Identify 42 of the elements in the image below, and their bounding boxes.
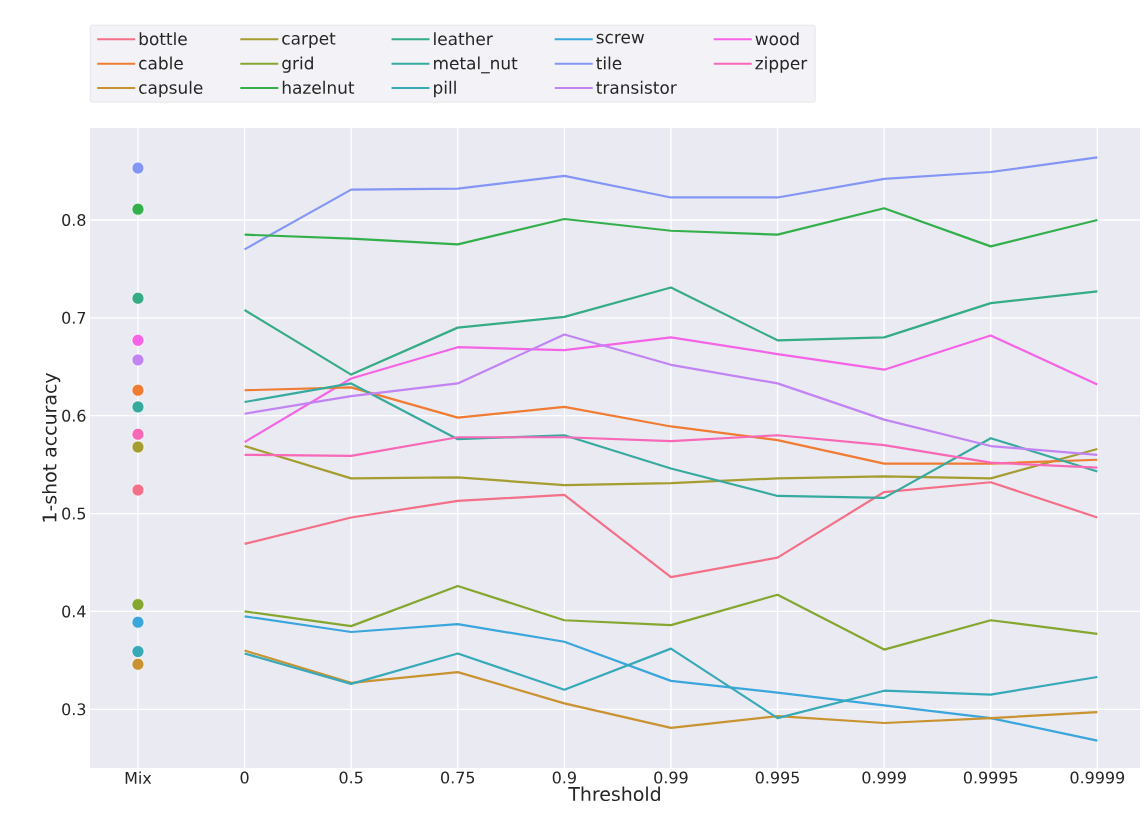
line-series — [243, 584, 1099, 651]
legend-label: pill — [434, 80, 456, 98]
x-tick-label: 0.9999 — [1070, 771, 1125, 784]
legend-label: hazelnut — [282, 80, 355, 94]
y-tick-label: 0.7 — [62, 311, 86, 324]
line-series — [243, 444, 1099, 487]
x-tick-label: 0.99 — [654, 771, 688, 784]
x-tick-label: Mix — [125, 771, 152, 784]
legend-label: zipper — [755, 56, 808, 73]
legend-label: cable — [139, 56, 183, 70]
line-series — [243, 434, 1099, 469]
legend-label: tile — [596, 56, 622, 70]
line-series — [243, 382, 1099, 499]
line-series — [243, 481, 1099, 579]
line-series — [243, 386, 1099, 465]
x-tick-label: 0 — [240, 771, 249, 784]
y-axis-title: 1-shot accuracy — [41, 372, 61, 522]
y-tick-label: 0.3 — [62, 703, 86, 716]
x-axis-title: Threshold — [568, 786, 660, 802]
x-tick-label: 0.999 — [862, 771, 906, 784]
line-series — [243, 207, 1099, 248]
line-series — [243, 615, 1099, 742]
y-tick-label: 0.5 — [62, 507, 86, 520]
legend-label: carpet — [282, 32, 336, 49]
x-tick-label: 0.75 — [441, 771, 475, 784]
line-series — [243, 286, 1099, 376]
y-tick-label: 0.6 — [62, 409, 86, 422]
line-series — [243, 156, 1099, 251]
legend-label: wood — [755, 32, 799, 46]
x-tick-label: 0.995 — [755, 771, 799, 784]
legend-label: bottle — [139, 32, 187, 46]
legend-label: leather — [434, 32, 493, 46]
x-tick-label: 0.5 — [339, 771, 363, 784]
legend-label: screw — [596, 33, 645, 44]
legend-label: grid — [282, 56, 313, 73]
legend-label: metal_nut — [434, 56, 518, 74]
y-tick-label: 0.8 — [62, 213, 86, 226]
x-tick-label: 0.9995 — [963, 771, 1018, 784]
legend-label: transistor — [596, 80, 677, 94]
y-tick-label: 0.4 — [62, 605, 86, 618]
legend-label: capsule — [139, 80, 203, 98]
x-tick-label: 0.9 — [552, 771, 576, 784]
